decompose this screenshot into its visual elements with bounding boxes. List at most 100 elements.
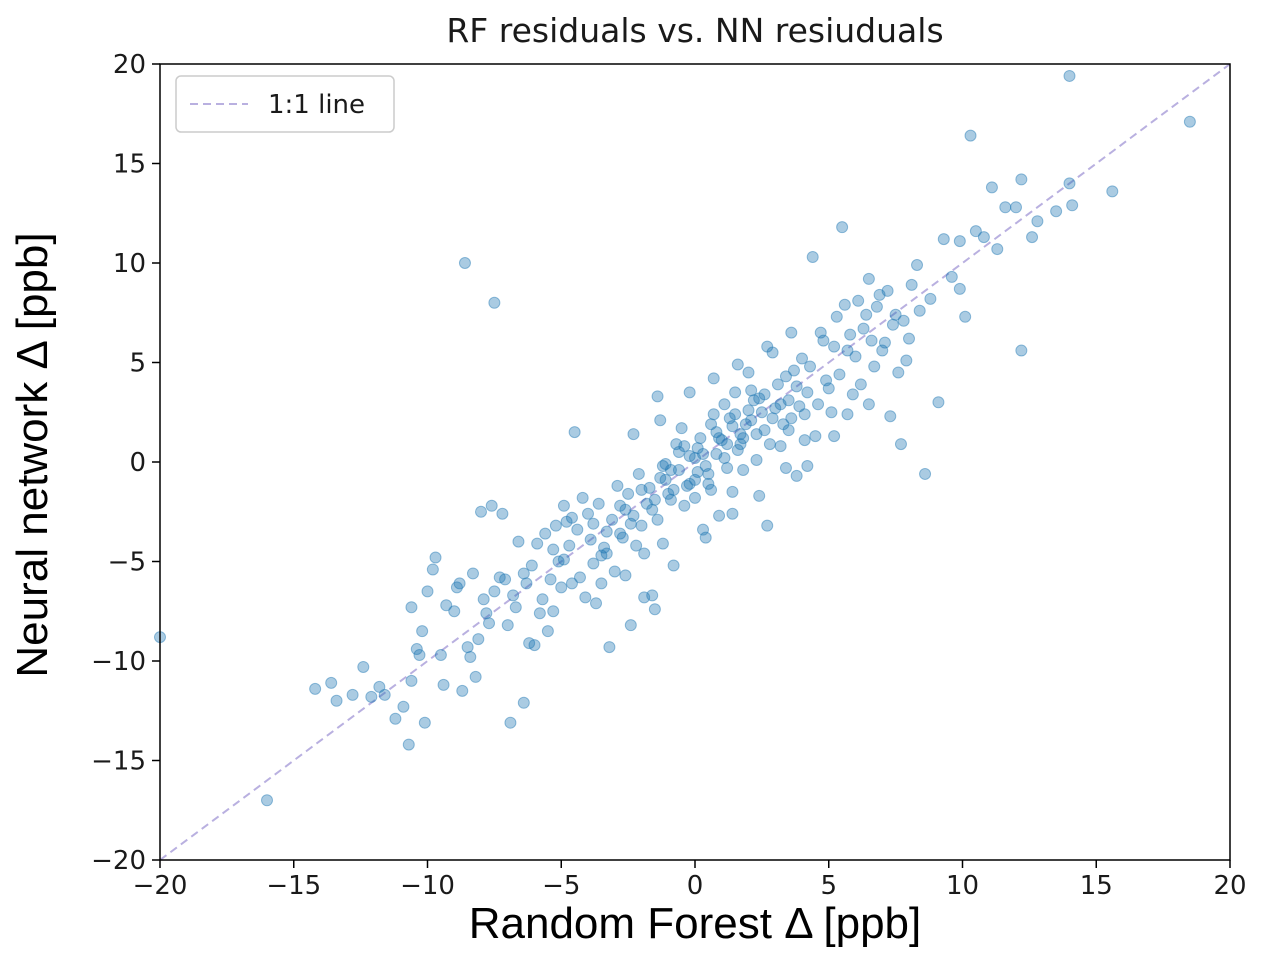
- y-axis-ticks: −20 −15 −10 −5 0 5 10 15 20: [91, 50, 160, 876]
- data-point: [675, 422, 688, 435]
- data-point: [635, 483, 648, 496]
- data-point: [480, 607, 493, 620]
- data-point: [563, 539, 576, 552]
- data-point: [458, 257, 471, 269]
- y-tick-label: 5: [129, 349, 146, 379]
- x-tick-label: 0: [687, 871, 704, 901]
- data-point: [870, 300, 883, 313]
- data-point: [434, 649, 447, 662]
- data-point: [477, 593, 490, 606]
- data-point: [397, 700, 410, 713]
- data-point: [691, 442, 704, 455]
- legend-box: [175, 75, 395, 133]
- data-point: [763, 438, 776, 451]
- data-point: [592, 497, 605, 510]
- data-point: [587, 557, 600, 570]
- data-point: [485, 499, 498, 512]
- data-point: [678, 440, 691, 453]
- data-point: [630, 539, 643, 552]
- data-point: [689, 473, 701, 486]
- data-point: [429, 551, 442, 564]
- data-point: [924, 292, 937, 305]
- data-point: [766, 412, 779, 425]
- data-point: [894, 438, 907, 451]
- data-point: [496, 507, 509, 520]
- legend: 1:1 line: [175, 75, 395, 133]
- x-tick-label: 20: [1213, 871, 1246, 901]
- data-point: [884, 410, 897, 423]
- data-point: [796, 352, 808, 365]
- data-point: [889, 308, 902, 321]
- data-point: [525, 559, 538, 572]
- x-tick-label: 5: [820, 871, 837, 901]
- data-point: [509, 601, 522, 614]
- x-tick-label: 10: [946, 871, 979, 901]
- data-point: [590, 597, 603, 610]
- data-point: [798, 434, 811, 447]
- data-point: [624, 619, 637, 632]
- data-point: [737, 463, 750, 476]
- data-point: [729, 408, 742, 421]
- data-point: [876, 344, 889, 357]
- data-point: [683, 386, 696, 399]
- data-point: [1031, 215, 1044, 228]
- data-point: [656, 537, 669, 550]
- data-point: [721, 461, 734, 474]
- data-point: [654, 414, 667, 427]
- data-point: [654, 471, 667, 484]
- data-point: [731, 444, 744, 457]
- data-point: [860, 308, 873, 321]
- data-point: [822, 382, 835, 395]
- data-point: [603, 641, 616, 654]
- data-point: [330, 694, 343, 707]
- x-axis-label: Random Forest Δ [ppb]: [469, 899, 922, 948]
- data-point: [809, 430, 822, 443]
- data-point: [750, 454, 763, 467]
- data-point: [774, 398, 787, 411]
- data-point: [464, 651, 477, 664]
- data-point: [456, 684, 469, 697]
- data-point: [985, 181, 998, 194]
- plot-area: [154, 63, 1231, 861]
- data-point: [779, 461, 792, 474]
- data-point: [753, 392, 766, 405]
- data-point: [707, 408, 720, 421]
- data-point: [694, 432, 707, 445]
- data-point: [689, 491, 701, 504]
- data-point: [699, 459, 712, 472]
- data-point: [437, 678, 450, 691]
- data-point: [638, 591, 651, 604]
- data-point: [483, 617, 496, 630]
- data-point: [977, 231, 990, 244]
- data-point: [1063, 69, 1076, 82]
- data-point: [683, 477, 696, 490]
- data-point: [862, 398, 875, 411]
- data-point: [761, 519, 774, 532]
- data-point: [812, 398, 825, 411]
- reference-line-1-to-1: [159, 63, 1231, 861]
- data-point: [426, 563, 439, 576]
- data-point: [1066, 199, 1079, 212]
- data-point: [410, 643, 423, 656]
- data-point: [742, 366, 755, 379]
- data-point: [595, 577, 608, 590]
- data-point: [672, 463, 685, 476]
- data-point: [953, 282, 966, 295]
- data-point: [932, 396, 945, 409]
- data-point: [614, 527, 627, 540]
- data-point: [547, 605, 560, 618]
- data-point: [598, 541, 611, 554]
- x-tick-label: −20: [133, 871, 188, 901]
- chart-title: RF residuals vs. NN resiuduals: [446, 11, 943, 50]
- data-point: [852, 294, 865, 307]
- data-point: [659, 473, 672, 486]
- data-point: [787, 364, 800, 377]
- data-point: [919, 467, 932, 480]
- data-point: [838, 298, 851, 311]
- data-point: [557, 553, 570, 566]
- data-point: [1010, 201, 1022, 214]
- data-point: [777, 418, 790, 431]
- x-tick-label: −10: [400, 871, 455, 901]
- data-point: [771, 378, 784, 391]
